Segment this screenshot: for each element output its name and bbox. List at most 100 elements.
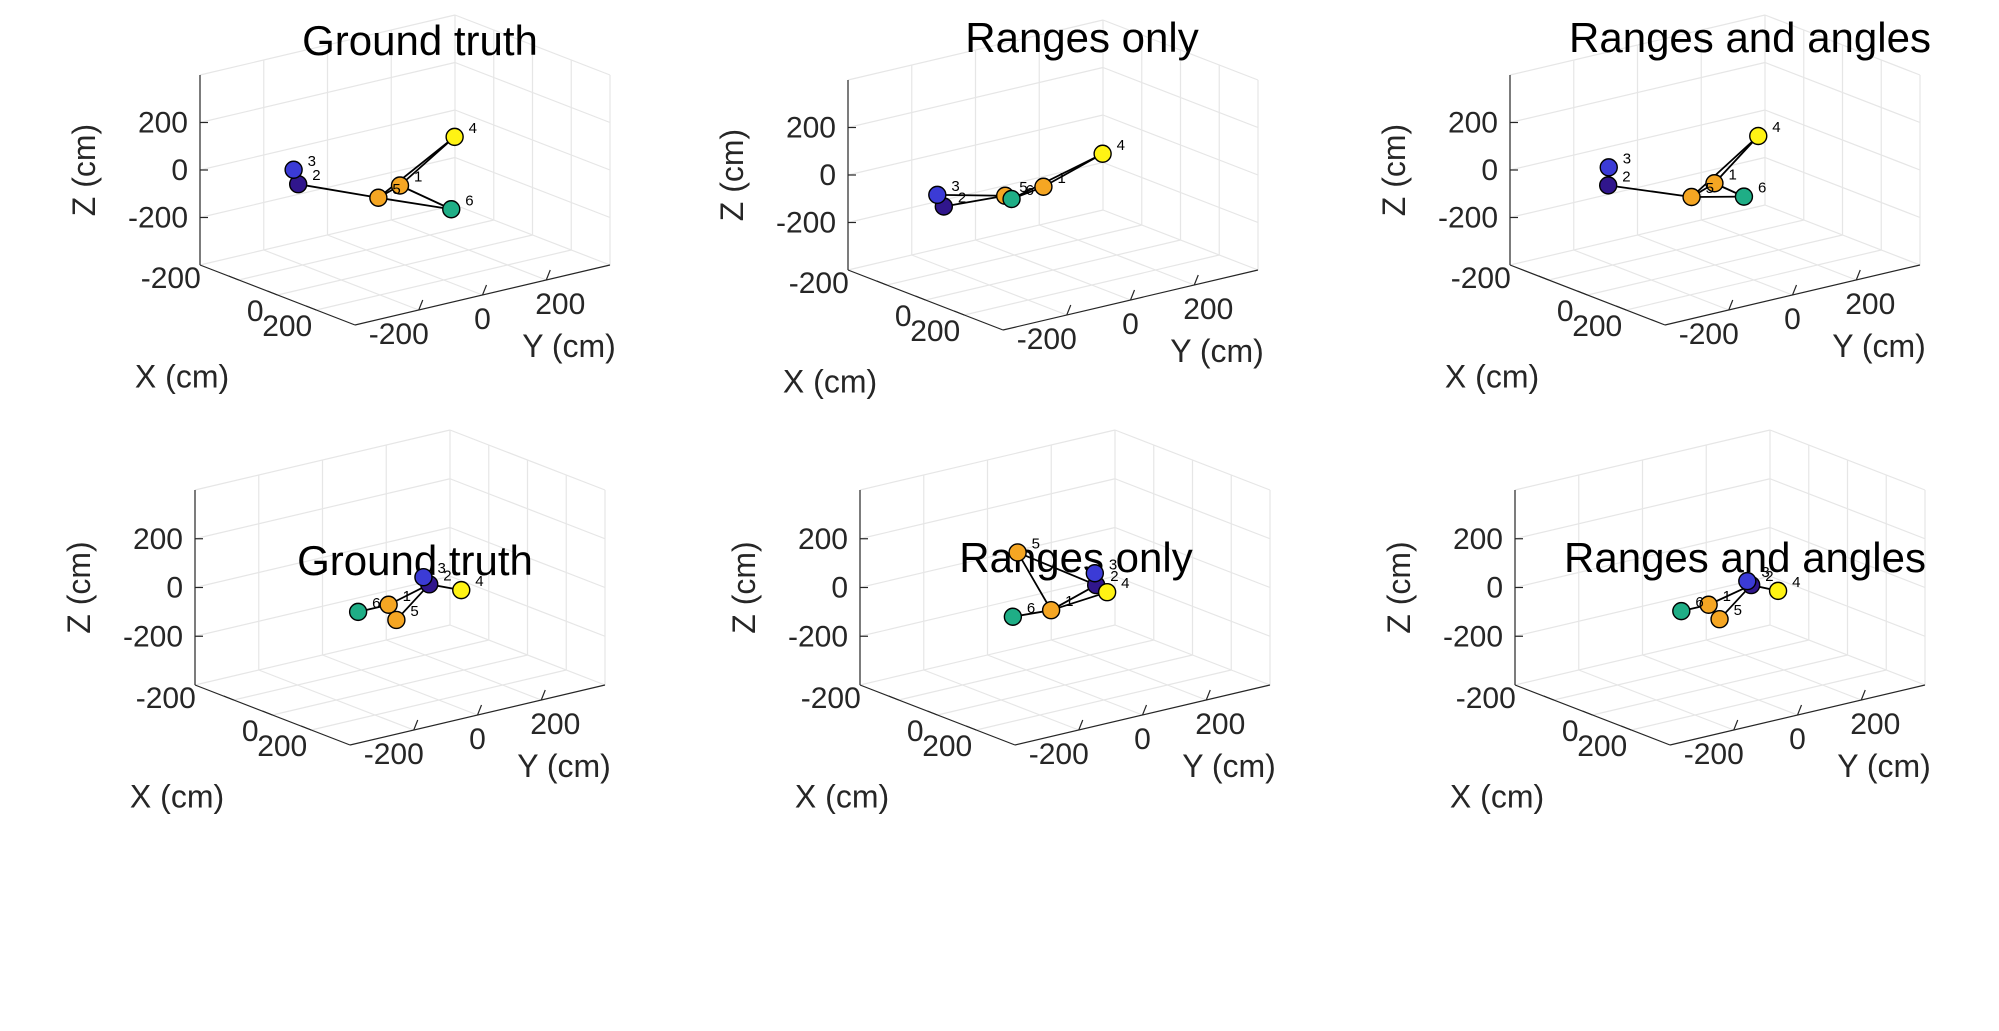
node-2	[1598, 176, 1618, 195]
node-1	[1699, 595, 1718, 614]
x-tick-label: -200	[801, 682, 861, 715]
grid-line	[1102, 209, 1259, 271]
grid-line	[859, 526, 1116, 589]
x-tick-label: -200	[141, 262, 201, 295]
edge-2-5	[943, 194, 1006, 208]
panel-title: Ranges only	[959, 534, 1192, 581]
x-tick	[927, 710, 938, 716]
grid-line	[976, 669, 1232, 731]
node-label-6: 6	[1026, 182, 1034, 199]
node-label-2: 2	[1765, 568, 1773, 585]
node-label-6: 6	[465, 192, 473, 209]
grid-line	[449, 429, 606, 491]
grid-line	[1102, 66, 1259, 129]
y-tick-label: 200	[1850, 708, 1900, 741]
x-tick-label: 200	[922, 730, 972, 763]
y-tick	[1791, 284, 1798, 296]
grid-line	[194, 624, 451, 686]
x-axis-label: X (cm)	[135, 359, 229, 395]
y-tick-label: -200	[1684, 738, 1744, 771]
panel-title: Ground truth	[302, 17, 538, 64]
node-label-3: 3	[951, 178, 959, 195]
grid-line	[454, 61, 611, 124]
y-tick-label: -200	[1017, 323, 1077, 356]
grid-line	[1626, 249, 1882, 311]
y-tick	[1728, 299, 1734, 311]
grid-line	[199, 109, 456, 171]
grid-line	[1102, 19, 1259, 81]
edge-5-2	[1017, 551, 1097, 586]
node-label-4: 4	[1117, 137, 1125, 154]
z-tick-label: 200	[786, 112, 836, 145]
grid-line	[272, 654, 528, 716]
x-tick	[267, 290, 278, 296]
x-tick-label: -200	[1451, 262, 1511, 295]
edge-5-4	[377, 136, 456, 199]
grid-line	[1769, 478, 1926, 540]
grid-line	[1701, 219, 1857, 281]
node-label-3: 3	[1623, 150, 1631, 167]
y-tick-label: 200	[1195, 708, 1245, 741]
y-tick	[1796, 704, 1803, 716]
z-tick-label: -200	[1443, 620, 1503, 653]
grid-line	[1114, 429, 1271, 491]
z-tick-label: -200	[776, 207, 836, 240]
node-label-2: 2	[1110, 568, 1118, 585]
node-6	[1003, 607, 1023, 626]
y-tick-label: -200	[369, 318, 429, 351]
grid-line	[454, 109, 611, 171]
x-tick-label: -200	[136, 682, 196, 715]
node-4	[1749, 126, 1768, 146]
edge-6-4	[1011, 152, 1104, 200]
node-4	[1093, 144, 1112, 163]
y-tick-label: 0	[474, 303, 491, 336]
grid-line	[199, 14, 456, 76]
y-tick	[545, 269, 551, 281]
node-label-1: 1	[414, 169, 422, 186]
node-6	[1672, 601, 1691, 621]
x-axis-label: X (cm)	[1445, 359, 1539, 395]
grid	[847, 19, 1259, 316]
node-4	[1768, 581, 1788, 601]
grid-line	[277, 234, 533, 296]
edge-5-6	[378, 196, 452, 211]
grid-line	[1514, 478, 1771, 540]
node-6	[348, 602, 368, 622]
x-tick	[1538, 275, 1549, 281]
z-tick-label: -200	[1438, 202, 1498, 235]
grid-line	[1102, 114, 1259, 176]
x-tick	[228, 275, 239, 281]
grid-line	[311, 669, 567, 731]
node-label-1: 1	[1723, 588, 1731, 605]
grid-line	[391, 219, 547, 281]
grid-line	[1769, 429, 1926, 491]
grid-line	[859, 478, 1116, 540]
grid-line	[449, 478, 606, 540]
node-5	[369, 188, 388, 207]
grid	[859, 429, 1271, 731]
z-tick-label: 0	[1486, 572, 1503, 605]
z-tick-label: 200	[133, 523, 183, 556]
x-tick	[966, 725, 977, 731]
node-label-3: 3	[1109, 556, 1117, 573]
grid-line	[1509, 204, 1766, 266]
x-tick-label: 200	[910, 315, 960, 348]
node-label-2: 2	[1622, 168, 1630, 185]
grid-line	[1587, 234, 1843, 296]
y-tick-label: 0	[1784, 303, 1801, 336]
grid-line	[1509, 61, 1766, 124]
grid-line	[1514, 526, 1771, 589]
grid-line	[199, 204, 456, 266]
node-1	[1034, 177, 1053, 196]
node-label-5: 5	[1734, 602, 1742, 619]
edge-1-6	[399, 184, 452, 211]
grid-line	[1039, 224, 1195, 286]
grid-line	[449, 526, 606, 589]
